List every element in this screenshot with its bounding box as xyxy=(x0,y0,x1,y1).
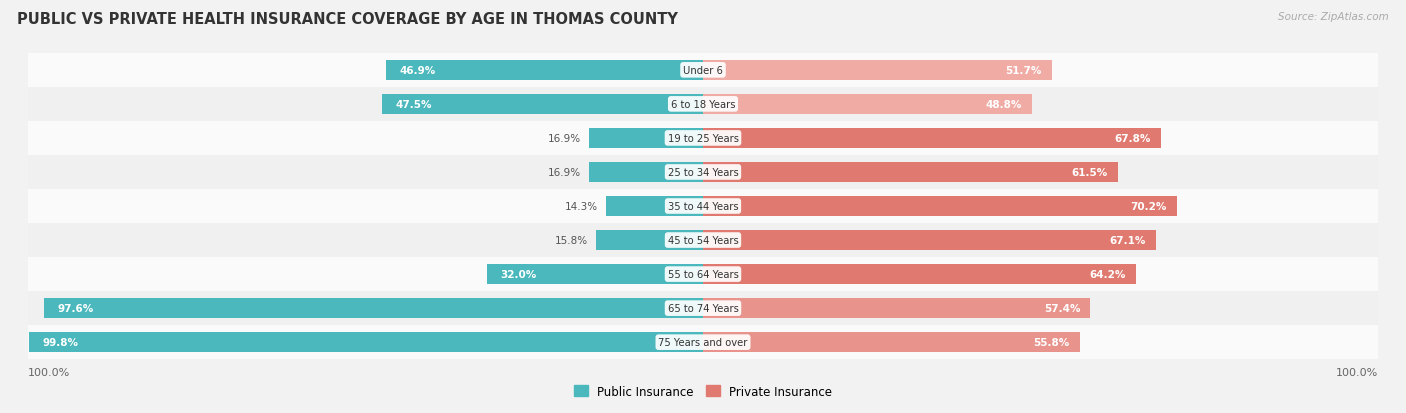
Bar xyxy=(703,230,1156,251)
Bar xyxy=(382,95,703,115)
Bar xyxy=(606,196,703,217)
Text: 100.0%: 100.0% xyxy=(1336,367,1378,377)
Text: 55 to 64 Years: 55 to 64 Years xyxy=(668,269,738,280)
Bar xyxy=(703,95,1032,115)
Text: 19 to 25 Years: 19 to 25 Years xyxy=(668,133,738,144)
Bar xyxy=(28,54,1378,88)
Bar xyxy=(28,156,1378,190)
Text: 47.5%: 47.5% xyxy=(396,100,433,109)
Bar xyxy=(387,60,703,81)
Bar xyxy=(703,60,1052,81)
Text: 48.8%: 48.8% xyxy=(986,100,1022,109)
Bar xyxy=(45,298,703,318)
Bar xyxy=(596,230,703,251)
Text: 57.4%: 57.4% xyxy=(1043,304,1080,313)
Text: 14.3%: 14.3% xyxy=(565,202,599,211)
Text: 15.8%: 15.8% xyxy=(555,235,588,245)
Bar xyxy=(28,292,1378,325)
Text: 65 to 74 Years: 65 to 74 Years xyxy=(668,304,738,313)
Text: Source: ZipAtlas.com: Source: ZipAtlas.com xyxy=(1278,12,1389,22)
Text: 55.8%: 55.8% xyxy=(1033,337,1070,347)
Legend: Public Insurance, Private Insurance: Public Insurance, Private Insurance xyxy=(569,380,837,402)
Bar xyxy=(28,121,1378,156)
Bar xyxy=(30,332,703,353)
Bar xyxy=(28,325,1378,359)
Bar xyxy=(589,128,703,149)
Text: 75 Years and over: 75 Years and over xyxy=(658,337,748,347)
Text: 97.6%: 97.6% xyxy=(58,304,94,313)
Bar xyxy=(589,162,703,183)
Bar xyxy=(28,257,1378,292)
Text: 64.2%: 64.2% xyxy=(1090,269,1126,280)
Text: 16.9%: 16.9% xyxy=(548,168,581,178)
Text: 99.8%: 99.8% xyxy=(44,337,79,347)
Text: 32.0%: 32.0% xyxy=(501,269,537,280)
Text: 46.9%: 46.9% xyxy=(399,66,436,76)
Bar xyxy=(703,332,1080,353)
Text: 100.0%: 100.0% xyxy=(28,367,70,377)
Bar xyxy=(703,264,1136,285)
Bar xyxy=(703,196,1177,217)
Text: 67.8%: 67.8% xyxy=(1114,133,1150,144)
Bar xyxy=(703,298,1091,318)
Bar xyxy=(703,162,1118,183)
Text: 67.1%: 67.1% xyxy=(1109,235,1146,245)
Bar xyxy=(28,190,1378,223)
Text: 51.7%: 51.7% xyxy=(1005,66,1042,76)
Text: 70.2%: 70.2% xyxy=(1130,202,1167,211)
Bar xyxy=(28,223,1378,257)
Bar xyxy=(486,264,703,285)
Text: 25 to 34 Years: 25 to 34 Years xyxy=(668,168,738,178)
Text: 16.9%: 16.9% xyxy=(548,133,581,144)
Text: PUBLIC VS PRIVATE HEALTH INSURANCE COVERAGE BY AGE IN THOMAS COUNTY: PUBLIC VS PRIVATE HEALTH INSURANCE COVER… xyxy=(17,12,678,27)
Text: 61.5%: 61.5% xyxy=(1071,168,1108,178)
Text: Under 6: Under 6 xyxy=(683,66,723,76)
Text: 35 to 44 Years: 35 to 44 Years xyxy=(668,202,738,211)
Text: 45 to 54 Years: 45 to 54 Years xyxy=(668,235,738,245)
Bar xyxy=(703,128,1160,149)
Bar xyxy=(28,88,1378,121)
Text: 6 to 18 Years: 6 to 18 Years xyxy=(671,100,735,109)
